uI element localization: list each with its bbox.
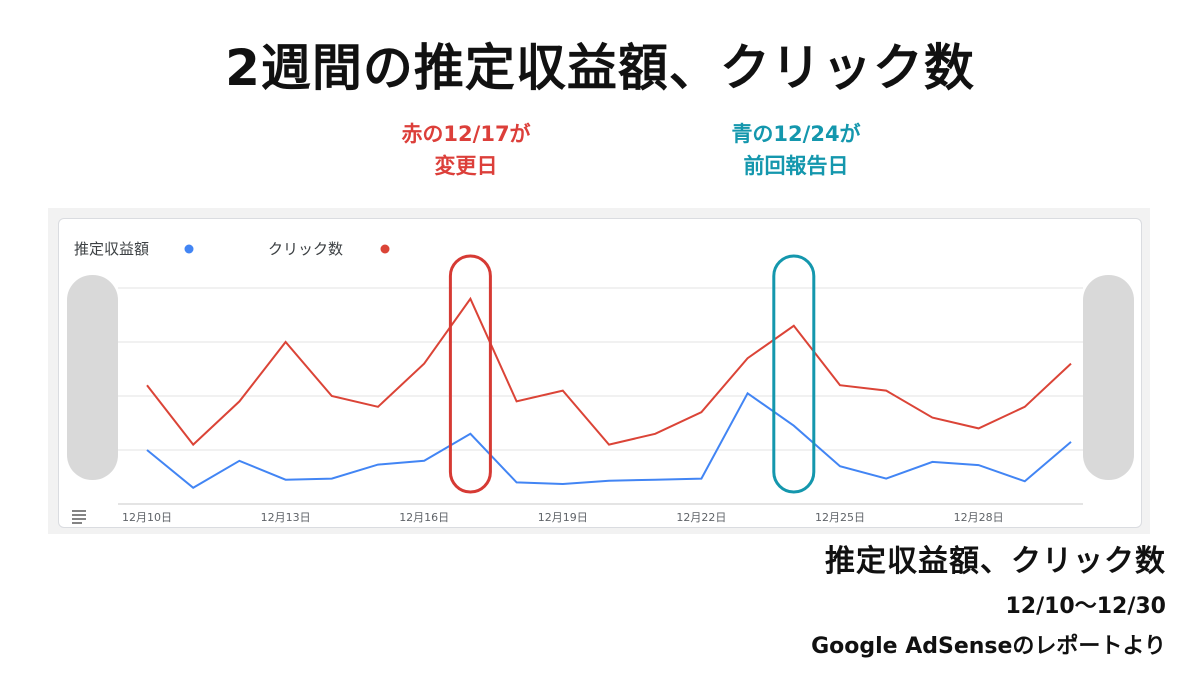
annotation-change-date: 赤の12/17が 変更日	[346, 118, 586, 182]
annotation-teal-line1: 青の12/24が	[731, 122, 861, 146]
scroll-right-handle[interactable]	[1083, 275, 1134, 480]
grid-lines	[118, 287, 1083, 505]
x-tick-label: 12月13日	[261, 511, 311, 524]
legend-dot	[380, 244, 390, 254]
scroll-left-handle[interactable]	[67, 275, 118, 480]
caption-date-range: 12/10～12/30	[1005, 594, 1166, 619]
page-title: 2週間の推定収益額、クリック数	[225, 39, 975, 97]
annotation-teal-line2: 前回報告日	[743, 154, 849, 178]
legend: 推定収益額 クリック数	[74, 240, 390, 258]
series-line-revenue	[146, 391, 1072, 490]
x-tick-label: 12月10日	[122, 511, 172, 524]
x-tick-label: 12月19日	[538, 511, 588, 524]
x-tick-label: 12月16日	[399, 511, 449, 524]
x-tick-label: 12月25日	[815, 511, 865, 524]
annotation-red-line1: 赤の12/17が	[401, 122, 531, 146]
caption-source: Google AdSenseのレポートより	[811, 634, 1166, 659]
highlight-marker-1	[448, 254, 492, 494]
legend-dot	[184, 244, 194, 254]
legend-label: 推定収益額	[74, 240, 149, 258]
highlight-marker-2	[772, 254, 816, 494]
table-view-icon[interactable]	[72, 510, 86, 524]
x-tick-label: 12月28日	[954, 511, 1004, 524]
x-tick-label: 12月22日	[676, 511, 726, 524]
legend-label: クリック数	[268, 240, 343, 258]
chart-card	[58, 218, 1142, 528]
x-axis-ticks: 12月10日 12月13日 12月16日 12月19日 12月22日 12月25日 12月2…	[122, 511, 1004, 524]
series-layer	[146, 296, 1072, 490]
annotation-report-date: 青の12/24が 前回報告日	[676, 118, 916, 182]
series-line-clicks	[146, 296, 1072, 447]
annotation-red-line2: 変更日	[434, 154, 498, 178]
caption-metrics: 推定収益額、クリック数	[825, 544, 1166, 579]
highlight-layer	[448, 254, 816, 494]
